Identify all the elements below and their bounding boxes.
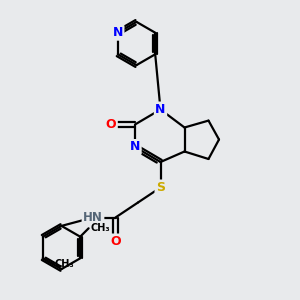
Text: O: O — [106, 118, 116, 131]
Text: N: N — [155, 103, 166, 116]
Text: N: N — [130, 140, 140, 154]
Text: O: O — [110, 235, 121, 248]
Text: CH₃: CH₃ — [55, 259, 74, 269]
Text: N: N — [112, 26, 123, 39]
Text: S: S — [156, 181, 165, 194]
Text: HN: HN — [83, 211, 103, 224]
Text: CH₃: CH₃ — [90, 223, 110, 233]
